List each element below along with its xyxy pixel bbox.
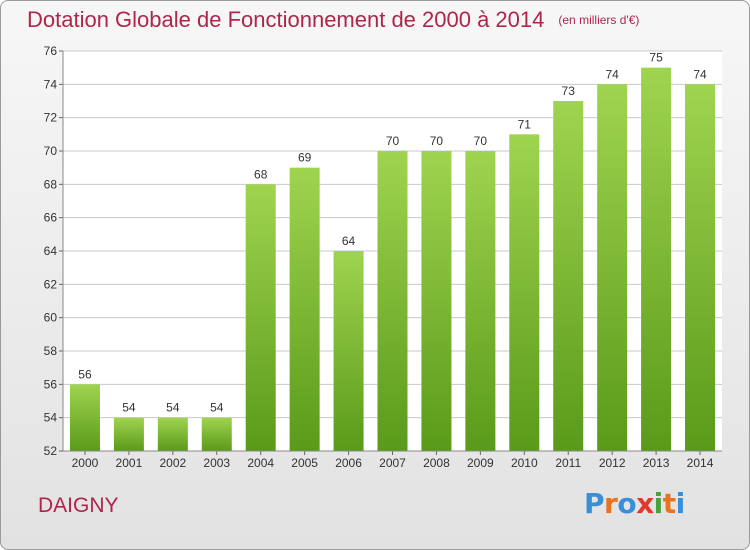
x-tick-label-2013: 2013: [643, 456, 670, 470]
y-tick-label: 60: [44, 311, 58, 325]
x-tick-label-2004: 2004: [247, 456, 274, 470]
data-label-2001: 54: [122, 401, 136, 415]
x-tick-label-2003: 2003: [203, 456, 230, 470]
data-label-2010: 71: [518, 117, 532, 131]
y-tick-label: 64: [44, 244, 58, 258]
logo-letter: t: [662, 487, 676, 520]
y-tick-label: 66: [44, 211, 58, 225]
logo-letter: i: [653, 487, 664, 520]
y-tick-label: 54: [44, 411, 58, 425]
data-label-2004: 68: [254, 167, 268, 181]
y-axis-ticks: 52 54 56 58 60 62 64 66 68 70 72 74 76: [44, 44, 64, 458]
x-axis-ticks: 2000 2001 2002 2003 2004 2005 2006 2007 2008 2009…: [63, 450, 722, 470]
data-label-2000: 56: [78, 367, 92, 381]
bar-2006: [333, 251, 364, 451]
data-labels: 56 54 54 54 68 69 64 70 70 70 71 73 74 75 74: [78, 51, 707, 415]
y-tick-label: 70: [44, 144, 58, 158]
commune-name: DAIGNY: [38, 494, 119, 517]
data-label-2008: 70: [430, 134, 444, 148]
bar-2011: [553, 101, 584, 451]
x-tick-label-2006: 2006: [335, 456, 362, 470]
x-tick-label-2014: 2014: [687, 456, 714, 470]
data-label-2007: 70: [386, 134, 400, 148]
data-label-2005: 69: [298, 151, 312, 165]
data-label-2003: 54: [210, 401, 224, 415]
y-tick-label: 76: [44, 44, 58, 58]
bar-2012: [597, 84, 628, 451]
y-tick-label: 58: [44, 344, 58, 358]
bar-2009: [465, 151, 496, 451]
y-tick-label: 72: [44, 111, 58, 125]
bar-2004: [245, 184, 276, 452]
bar-2013: [641, 67, 672, 452]
bar-2010: [509, 134, 540, 452]
chart-title: Dotation Globale de Fonctionnement de 20…: [27, 7, 639, 33]
x-tick-label-2002: 2002: [159, 456, 186, 470]
data-label-2009: 70: [474, 134, 488, 148]
x-tick-label-2008: 2008: [423, 456, 450, 470]
chart-title-text: Dotation Globale de Fonctionnement de 20…: [27, 7, 545, 32]
bar-2007: [377, 151, 408, 451]
bar-2001: [113, 417, 144, 451]
x-tick-label-2012: 2012: [599, 456, 626, 470]
x-tick-label-2007: 2007: [379, 456, 406, 470]
bar-2003: [201, 417, 232, 451]
data-label-2013: 75: [649, 51, 663, 65]
bar-2008: [421, 151, 452, 451]
bar-2005: [289, 167, 320, 451]
x-tick-label-2001: 2001: [116, 456, 143, 470]
logo-letter: i: [675, 487, 686, 520]
x-tick-label-2010: 2010: [511, 456, 538, 470]
bar-2000: [69, 384, 100, 451]
x-tick-label-2000: 2000: [72, 456, 99, 470]
bars: [69, 67, 716, 452]
data-label-2014: 74: [693, 67, 707, 81]
logo-letter: x: [636, 487, 654, 520]
logo-letter: r: [604, 487, 618, 520]
y-tick-label: 74: [44, 77, 58, 91]
proxiti-logo: Proxiti: [584, 487, 685, 520]
y-tick-label: 68: [44, 177, 58, 191]
logo-letter: o: [617, 487, 637, 520]
y-tick-label: 52: [44, 444, 58, 458]
data-label-2011: 73: [562, 84, 576, 98]
bar-2014: [685, 84, 716, 451]
logo-letter: P: [584, 487, 605, 520]
data-label-2006: 64: [342, 234, 356, 248]
x-tick-label-2011: 2011: [555, 456, 581, 470]
y-tick-label: 62: [44, 277, 58, 291]
data-label-2012: 74: [605, 67, 619, 81]
bar-2002: [157, 417, 188, 451]
y-tick-label: 56: [44, 377, 58, 391]
x-tick-label-2009: 2009: [467, 456, 494, 470]
data-label-2002: 54: [166, 401, 180, 415]
x-tick-label-2005: 2005: [291, 456, 318, 470]
chart-unit: (en milliers d'€): [558, 13, 640, 27]
